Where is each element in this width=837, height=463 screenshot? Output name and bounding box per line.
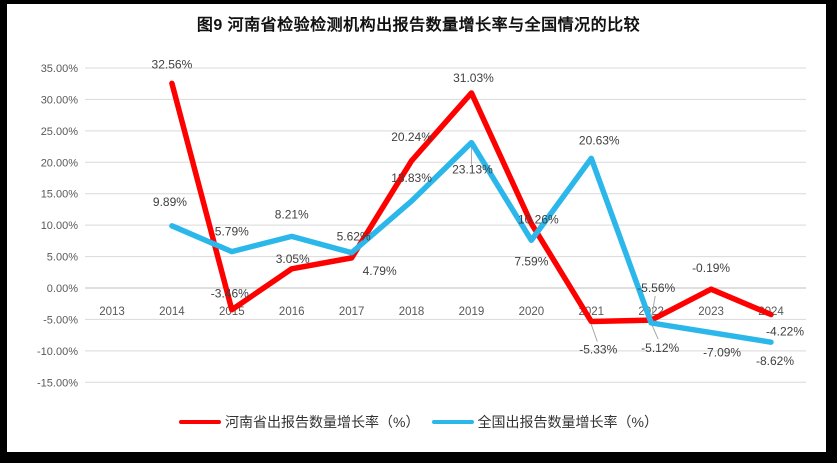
- y-axis-tick-label: -15.00%: [37, 377, 78, 389]
- x-axis-tick-label: 2020: [519, 306, 545, 318]
- x-axis-tick-label: 2013: [99, 306, 125, 318]
- henan-data-label: -4.22%: [766, 325, 804, 339]
- henan-data-label: -5.33%: [579, 343, 617, 357]
- national-data-label: 8.21%: [275, 207, 309, 221]
- national-data-label: 23.13%: [452, 163, 493, 177]
- henan-data-label: 3.05%: [276, 252, 310, 266]
- national-data-label: -8.62%: [756, 354, 794, 368]
- x-axis-tick-label: 2014: [159, 306, 185, 318]
- y-axis-tick-label: -5.00%: [43, 314, 78, 326]
- x-axis-tick-label: 2023: [698, 306, 724, 318]
- y-axis-tick-label: 30.00%: [41, 94, 79, 106]
- x-axis-tick-label: 2017: [339, 306, 365, 318]
- legend-label-henan: 河南省出报告数量增长率（%）: [225, 414, 420, 430]
- y-axis-tick-label: 10.00%: [41, 220, 79, 232]
- label-leader-line: [650, 295, 656, 321]
- legend-item-henan: 河南省出报告数量增长率（%）: [179, 412, 420, 432]
- x-axis-tick-label: 2016: [279, 306, 305, 318]
- chart-legend: 河南省出报告数量增长率（%） 全国出报告数量增长率（%）: [0, 410, 837, 434]
- y-axis-tick-label: 35.00%: [41, 63, 79, 75]
- y-axis-tick-label: 15.00%: [41, 189, 79, 201]
- x-axis-tick-label: 2019: [459, 306, 485, 318]
- legend-item-national: 全国出报告数量增长率（%）: [431, 412, 658, 432]
- y-axis-tick-label: 20.00%: [41, 157, 79, 169]
- national-data-label: -5.56%: [637, 281, 675, 295]
- henan-line-swatch: [179, 420, 222, 424]
- y-axis-tick-label: 5.00%: [47, 252, 78, 264]
- national-data-label: 13.83%: [391, 171, 432, 185]
- national-data-label: -7.09%: [703, 346, 741, 360]
- label-leader-line: [590, 324, 598, 342]
- national-data-label: 9.89%: [153, 195, 187, 209]
- chart-title: 图9 河南省检验检测机构出报告数量增长率与全国情况的比较: [196, 17, 641, 34]
- henan-series-line: [169, 80, 774, 325]
- henan-data-label: 20.24%: [391, 130, 432, 144]
- national-series-line: [169, 139, 774, 345]
- national-data-label: 20.63%: [579, 133, 620, 147]
- henan-data-label: 4.79%: [363, 264, 397, 278]
- henan-data-label: -0.19%: [692, 261, 730, 275]
- y-axis-tick-label: -10.00%: [37, 346, 78, 358]
- henan-data-label: -5.12%: [641, 341, 679, 355]
- national-data-label: 7.59%: [514, 254, 548, 268]
- y-axis-tick-label: 0.00%: [47, 283, 78, 295]
- henan-data-label: 31.03%: [453, 71, 494, 85]
- legend-label-national: 全国出报告数量增长率（%）: [477, 414, 658, 430]
- henan-data-label: -3.46%: [211, 287, 249, 301]
- y-axis-tick-label: 25.00%: [41, 126, 79, 138]
- henan-data-label: 32.56%: [152, 57, 193, 71]
- x-axis-tick-label: 2018: [399, 306, 425, 318]
- henan-data-label: 10.26%: [518, 213, 559, 227]
- national-line-swatch: [431, 420, 474, 424]
- national-data-label: 5.62%: [337, 230, 371, 244]
- national-data-label: 5.79%: [215, 225, 249, 239]
